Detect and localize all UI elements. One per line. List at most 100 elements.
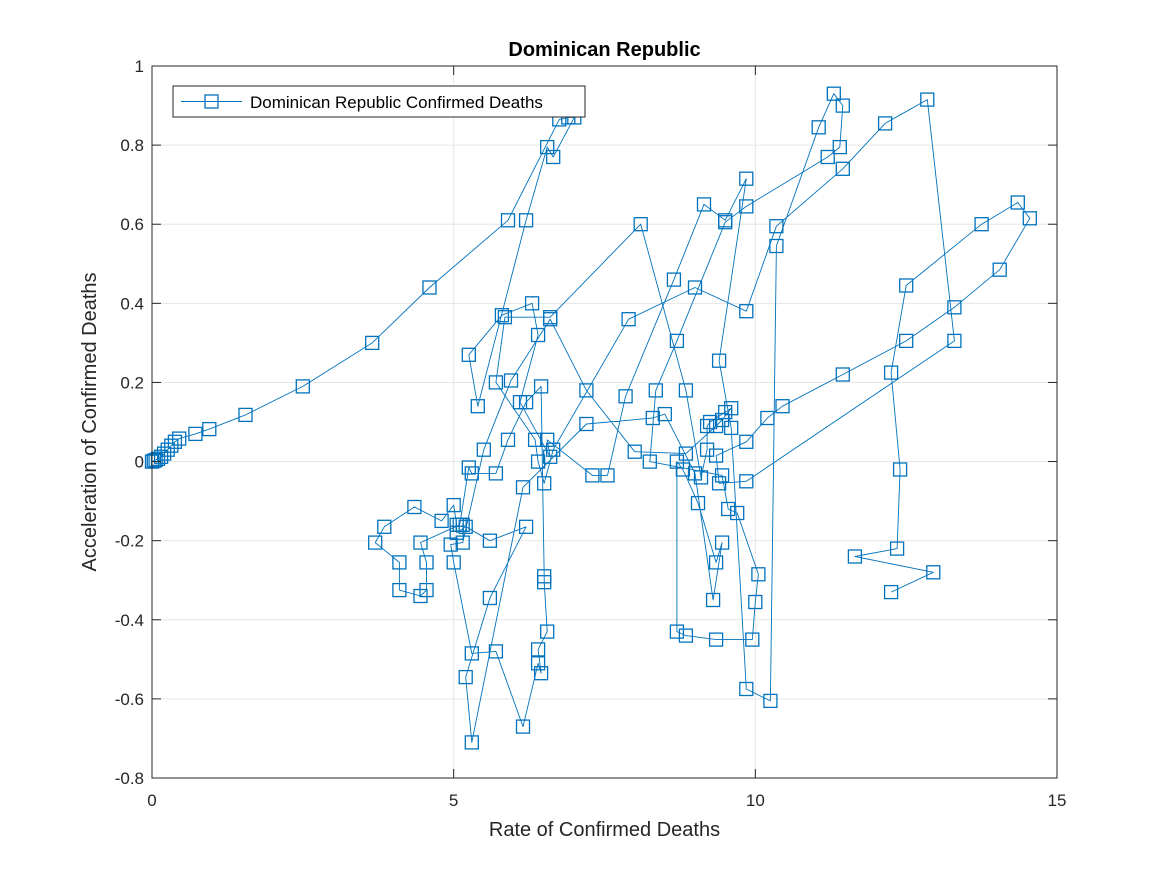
- data-point-marker: [434, 513, 449, 529]
- data-point-marker: [899, 333, 914, 349]
- data-point-marker: [419, 555, 434, 570]
- y-tick-label: 0.4: [120, 294, 144, 313]
- data-point-marker: [678, 446, 694, 461]
- data-point-marker: [518, 395, 534, 410]
- data-point-marker: [530, 656, 546, 671]
- data-point-marker: [748, 594, 763, 610]
- data-point-marker: [739, 681, 754, 697]
- data-point-marker: [642, 454, 657, 469]
- data-point-marker: [718, 404, 733, 420]
- data-point-marker: [745, 632, 760, 647]
- data-point-marker: [775, 399, 790, 414]
- data-point-marker: [739, 199, 754, 214]
- data-point-marker: [883, 365, 899, 380]
- data-point-marker: [711, 476, 727, 491]
- data-point-marker: [699, 418, 715, 434]
- data-point-marker: [482, 533, 498, 548]
- data-point-marker: [669, 624, 685, 639]
- data-point-marker: [172, 431, 187, 446]
- data-point-marker: [365, 335, 380, 351]
- data-point-marker: [826, 86, 841, 101]
- data-point-marker: [585, 468, 600, 483]
- data-point-marker: [714, 412, 730, 428]
- data-point-marker: [497, 310, 513, 325]
- data-point-marker: [721, 501, 736, 517]
- data-point-marker: [482, 590, 498, 606]
- data-point-marker: [419, 582, 434, 598]
- data-point-marker: [537, 575, 552, 590]
- data-point-marker: [877, 116, 893, 131]
- data-point-marker: [947, 333, 962, 349]
- data-point-marker: [811, 120, 826, 135]
- data-point-marker: [600, 468, 615, 483]
- data-point-marker: [530, 327, 546, 343]
- chart-title: Dominican Republic: [508, 39, 700, 61]
- data-point-marker: [188, 426, 203, 442]
- data-point-marker: [883, 584, 899, 600]
- data-point-marker: [847, 549, 863, 564]
- data-point-marker: [295, 379, 310, 394]
- data-point-marker: [832, 139, 847, 155]
- data-point-marker: [739, 304, 754, 319]
- legend: Dominican Republic Confirmed Deaths: [172, 85, 586, 118]
- data-point-marker: [533, 379, 549, 394]
- data-point-marker: [769, 219, 784, 234]
- data-point-marker: [524, 296, 540, 311]
- ticks-layer: 0 5 10 15 -0.8 -0.6 -0.4 -0.2 0 0.2 0.4 0.6 0.8 1: [115, 57, 1067, 810]
- y-tick-label: 1: [135, 57, 144, 76]
- series-layer: [144, 86, 1037, 750]
- data-point-marker: [739, 474, 754, 489]
- data-point-marker: [666, 272, 682, 287]
- data-point-marker: [645, 410, 660, 426]
- data-point-marker: [714, 468, 730, 483]
- data-point-marker: [458, 669, 473, 685]
- data-point-marker: [461, 347, 476, 362]
- data-point-marker: [718, 215, 733, 230]
- data-point-marker: [368, 535, 383, 550]
- data-point-marker: [618, 389, 633, 404]
- data-point-marker: [488, 644, 504, 659]
- y-axis-label: Acceleration of Confirmed Deaths: [79, 272, 101, 571]
- data-point-marker: [690, 495, 706, 511]
- data-point-marker: [518, 519, 534, 534]
- data-point-marker: [714, 535, 730, 550]
- data-point-marker: [377, 519, 392, 534]
- legend-marker-square: [204, 94, 219, 109]
- data-point-marker: [1022, 211, 1037, 226]
- data-point-marker: [146, 453, 161, 468]
- data-point-marker: [621, 312, 636, 327]
- data-point-marker: [470, 399, 485, 414]
- data-point-marker: [455, 535, 470, 550]
- data-point-marker: [739, 171, 754, 186]
- data-point-marker: [992, 262, 1007, 277]
- data-point-marker: [413, 535, 428, 550]
- data-point-marker: [926, 565, 941, 580]
- data-point-marker: [760, 410, 775, 426]
- data-point-marker: [708, 555, 724, 570]
- data-point-marker: [696, 197, 712, 212]
- data-point-marker: [530, 642, 546, 657]
- data-point-marker: [392, 582, 407, 598]
- data-point-marker: [675, 462, 691, 477]
- data-point-marker: [687, 280, 703, 295]
- data-point-marker: [407, 499, 422, 515]
- data-point-marker: [527, 432, 543, 447]
- y-tick-label: -0.2: [115, 532, 144, 551]
- data-point-marker: [579, 416, 594, 432]
- data-point-marker: [202, 421, 217, 437]
- data-point-marker: [515, 480, 531, 495]
- y-tick-label: 0.8: [120, 136, 144, 155]
- data-point-marker: [724, 420, 739, 436]
- data-point-marker: [515, 719, 531, 734]
- data-point-marker: [678, 628, 694, 643]
- y-tick-label: -0.4: [115, 611, 144, 630]
- data-point-marker: [648, 383, 663, 398]
- data-point-marker: [238, 407, 253, 423]
- data-point-marker: [503, 373, 519, 388]
- y-tick-label: 0.6: [120, 215, 144, 234]
- data-point-marker: [160, 442, 175, 457]
- data-point-marker: [892, 462, 908, 477]
- data-point-marker: [422, 280, 437, 295]
- data-point-marker: [540, 624, 555, 639]
